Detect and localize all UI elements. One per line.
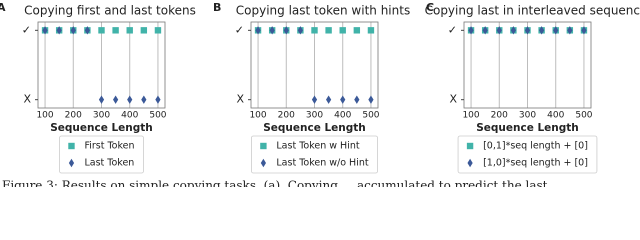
marker-diamond (141, 95, 147, 104)
marker-square (367, 27, 375, 34)
plot-frame (37, 21, 166, 109)
caption: Figure 3: Results on simple copying task… (2, 179, 548, 188)
y-tick-label: X (449, 93, 457, 106)
marker-diamond (311, 95, 318, 104)
x-tick-label: 200 (491, 111, 508, 121)
x-tick-label: 200 (65, 111, 82, 121)
marker-square (98, 27, 105, 34)
y-tick-label: X (236, 93, 244, 106)
x-tick-label: 300 (306, 111, 323, 121)
marker-diamond (496, 26, 502, 35)
x-tick-label: 400 (121, 111, 138, 121)
y-tick-label: ✓ (448, 23, 457, 36)
x-tick-label: 500 (362, 111, 379, 121)
panel-letter: B (213, 1, 221, 14)
chart-title: Copying first and last tokens (24, 4, 196, 18)
plot-frame (463, 21, 592, 109)
x-tick-label: 100 (462, 111, 479, 121)
legend-label: [1,0]*seq length + [0] (483, 158, 588, 169)
marker-diamond (468, 26, 474, 35)
x-tick-label: 500 (149, 111, 166, 121)
legend-box (59, 135, 144, 174)
legend-label: Last Token w Hint (276, 141, 359, 152)
marker-diamond (354, 95, 360, 104)
x-tick-label: 300 (519, 111, 536, 121)
x-axis-label: Sequence Length (263, 122, 366, 134)
x-tick-label: 200 (278, 111, 295, 121)
legend: [0,1]*seq length + [0] [1,0]*seq length +… (457, 135, 598, 174)
legend-label: First Token (84, 141, 134, 152)
legend-label: [0,1]*seq length + [0] (483, 141, 588, 152)
legend: First Token Last Token (59, 135, 144, 174)
legend: Last Token w Hint Last Token w/o Hint (250, 135, 379, 174)
marker-diamond (70, 26, 76, 35)
marker-diamond (326, 95, 332, 104)
y-tick-label: X (23, 93, 31, 106)
legend-marker (68, 158, 75, 168)
marker-square (325, 27, 332, 34)
figure: Figure 3: Results on simple copying task… (0, 1, 640, 188)
legend-marker (467, 158, 473, 168)
x-tick-label: 500 (575, 111, 592, 121)
legend-marker (466, 142, 474, 150)
x-tick-label: 400 (547, 111, 564, 121)
x-axis-label: Sequence Length (476, 122, 579, 134)
x-tick-label: 100 (249, 111, 266, 121)
legend-box (250, 135, 379, 174)
marker-diamond (42, 26, 48, 35)
marker-square (154, 27, 162, 34)
x-tick-label: 300 (93, 111, 110, 121)
marker-diamond (84, 26, 90, 35)
x-tick-label: 100 (36, 111, 53, 121)
marker-square (140, 27, 148, 34)
marker-diamond (98, 95, 105, 104)
marker-diamond (269, 26, 275, 35)
marker-diamond (155, 95, 161, 104)
marker-diamond (553, 26, 559, 35)
marker-diamond (539, 26, 545, 35)
marker-square (339, 27, 346, 34)
plot-frame (250, 21, 379, 109)
marker-diamond (127, 95, 133, 104)
y-tick-label: ✓ (235, 23, 244, 36)
x-axis-label: Sequence Length (50, 122, 153, 134)
marker-diamond (567, 26, 573, 35)
y-tick-label: ✓ (22, 23, 31, 36)
marker-diamond (340, 95, 346, 104)
marker-diamond (255, 26, 261, 35)
legend-marker (260, 158, 267, 168)
marker-diamond (283, 26, 289, 35)
x-tick-label: 400 (334, 111, 351, 121)
marker-diamond (524, 26, 531, 35)
marker-diamond (581, 26, 587, 35)
panel-letter: C (426, 1, 434, 14)
marker-square (311, 27, 318, 34)
marker-square (112, 27, 119, 34)
legend-marker (68, 142, 75, 150)
legend-marker (260, 142, 267, 150)
chart-title: Copying last token with hints (236, 4, 410, 18)
legend-box (457, 135, 598, 174)
marker-diamond (510, 26, 516, 35)
legend-label: Last Token (84, 158, 134, 169)
marker-diamond (297, 26, 303, 35)
panel-letter: A (0, 1, 6, 14)
marker-diamond (482, 26, 488, 35)
marker-square (353, 27, 361, 34)
marker-diamond (56, 26, 62, 35)
marker-square (126, 27, 133, 34)
chart-title: Copying last in interleaved sequence (425, 4, 640, 18)
marker-diamond (368, 95, 374, 104)
legend-label: Last Token w/o Hint (276, 158, 368, 169)
marker-diamond (113, 95, 119, 104)
